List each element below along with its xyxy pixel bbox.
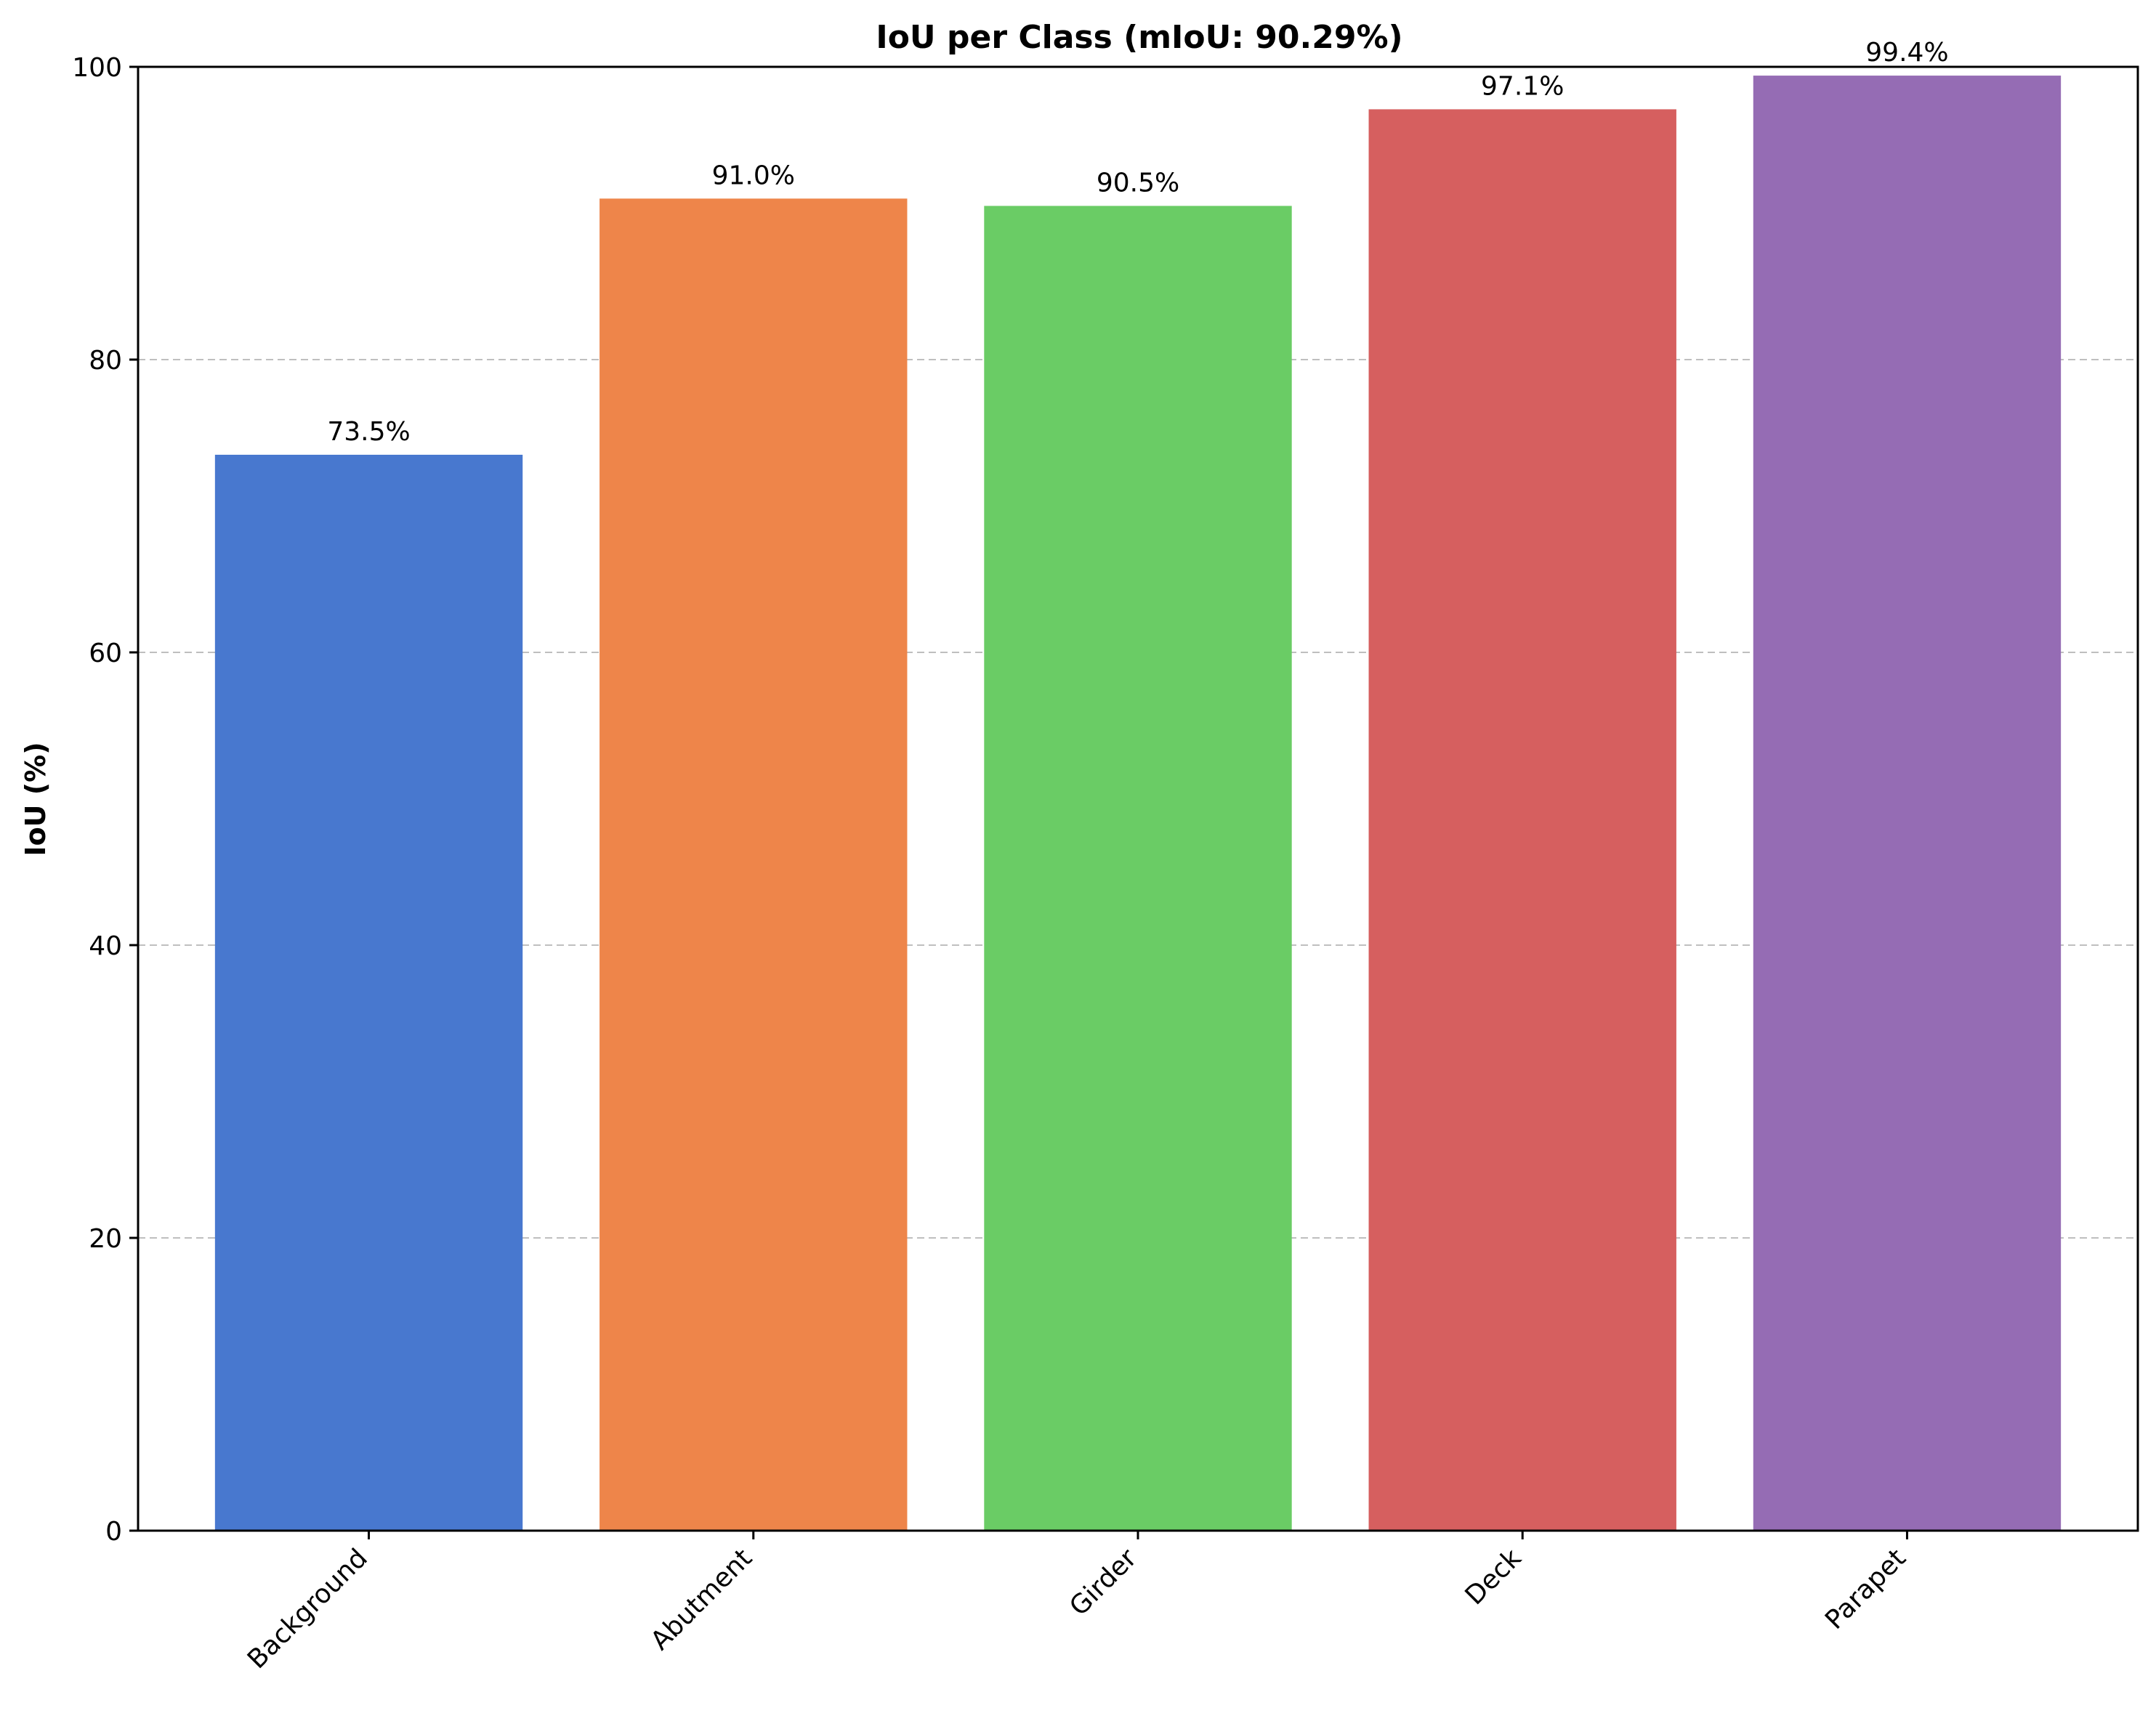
chart-title: IoU per Class (mIoU: 90.29%) <box>876 19 1402 56</box>
y-tick-label: 100 <box>72 53 122 83</box>
x-tick-label: Background <box>242 1543 374 1675</box>
x-axis-ticks: Background Abutment Girder Deck Parapet <box>242 1531 1912 1675</box>
x-tick-label: Girder <box>1064 1543 1142 1621</box>
bar-deck <box>1368 109 1676 1531</box>
y-axis-title: IoU (%) <box>20 742 52 856</box>
bar-girder <box>984 206 1292 1531</box>
y-tick-label: 20 <box>89 1224 122 1254</box>
x-tick-label: Abutment <box>645 1543 758 1656</box>
data-label-background: 73.5% <box>327 417 410 447</box>
plot-frame <box>137 65 2139 1532</box>
bar-parapet <box>1753 76 2062 1531</box>
bar-abutment <box>599 198 908 1531</box>
y-tick-label: 80 <box>89 346 122 376</box>
data-label-parapet: 99.4% <box>1865 38 1948 68</box>
data-label-deck: 97.1% <box>1481 71 1564 101</box>
data-labels: 73.5% 91.0% 90.5% 97.1% 99.4% <box>327 38 1948 447</box>
y-tick-label: 60 <box>89 639 122 668</box>
y-tick-label: 0 <box>105 1517 122 1547</box>
x-tick-label: Parapet <box>1820 1543 1912 1635</box>
bar-background <box>214 454 523 1531</box>
data-label-abutment: 91.0% <box>712 161 795 190</box>
data-label-girder: 90.5% <box>1097 168 1179 198</box>
y-tick-label: 40 <box>89 931 122 961</box>
x-tick-label: Deck <box>1460 1543 1527 1611</box>
bars <box>214 76 2062 1531</box>
y-axis-ticks: 0 20 40 60 80 100 <box>72 53 138 1547</box>
